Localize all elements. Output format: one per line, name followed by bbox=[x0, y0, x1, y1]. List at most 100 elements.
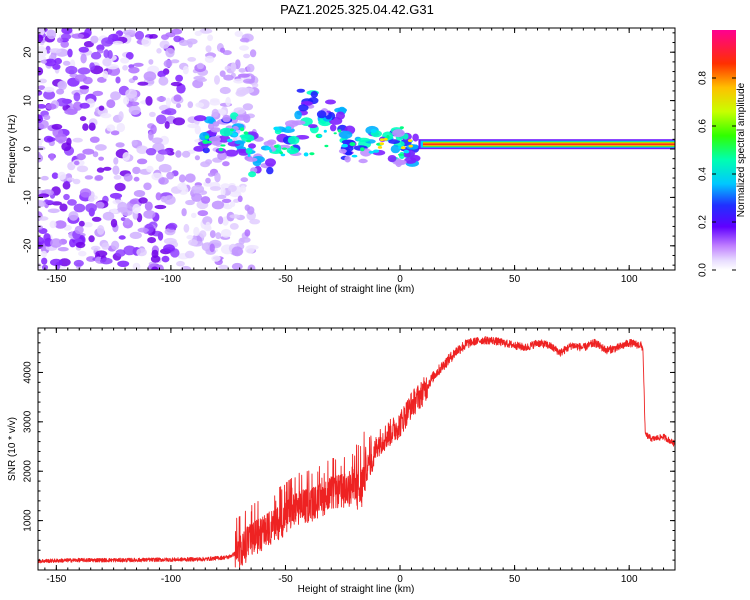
signal-core bbox=[341, 143, 349, 148]
noise-blob bbox=[178, 174, 186, 183]
x-tick-label: 100 bbox=[621, 274, 638, 285]
noise-blob bbox=[165, 97, 171, 108]
noise-blob bbox=[132, 203, 141, 214]
noise-blob bbox=[103, 49, 110, 59]
noise-blob bbox=[157, 149, 171, 155]
x-tick-label: 0 bbox=[397, 574, 403, 585]
noise-blob bbox=[156, 96, 167, 102]
noise-blob bbox=[60, 40, 69, 48]
noise-blob bbox=[38, 153, 44, 163]
noise-blob bbox=[47, 208, 60, 214]
noise-blob bbox=[122, 65, 128, 71]
noise-blob bbox=[161, 110, 172, 115]
noise-blob bbox=[156, 48, 162, 54]
signal-blob bbox=[194, 115, 207, 122]
noise-blob bbox=[100, 113, 112, 119]
signal-peak bbox=[377, 146, 383, 149]
signal-blob bbox=[344, 155, 351, 163]
noise-blob bbox=[143, 71, 157, 82]
noise-blob bbox=[150, 255, 161, 263]
noise-blob bbox=[85, 203, 97, 213]
noise-blob bbox=[110, 218, 118, 228]
noise-blob bbox=[218, 216, 224, 225]
noise-blob bbox=[46, 137, 56, 142]
noise-blob bbox=[229, 223, 239, 230]
noise-blob bbox=[191, 184, 205, 194]
noise-blob bbox=[156, 264, 164, 270]
colorbar-tick-label: 0.4 bbox=[698, 167, 709, 181]
noise-blob bbox=[50, 258, 63, 266]
signal-blob bbox=[330, 124, 337, 132]
noise-blob bbox=[197, 77, 207, 82]
noise-blob bbox=[122, 29, 136, 36]
noise-blob bbox=[149, 111, 156, 117]
signal-core bbox=[349, 142, 356, 147]
noise-blob bbox=[207, 172, 215, 177]
signal-core bbox=[246, 148, 253, 151]
noise-blob bbox=[103, 166, 112, 171]
signal-core bbox=[247, 153, 251, 157]
noise-blob bbox=[50, 238, 63, 248]
noise-blob bbox=[41, 59, 47, 64]
signal-core bbox=[333, 132, 337, 135]
signal-blob bbox=[291, 120, 306, 126]
signal-core bbox=[265, 146, 271, 151]
colorbar-tick-label: 0.8 bbox=[698, 71, 709, 85]
noise-blob bbox=[229, 214, 241, 219]
noise-blob bbox=[223, 74, 234, 81]
noise-blob bbox=[114, 182, 126, 192]
noise-blob bbox=[63, 193, 70, 201]
noise-blob bbox=[191, 212, 197, 219]
signal-peak bbox=[401, 146, 406, 150]
noise-blob bbox=[76, 153, 86, 161]
noise-blob bbox=[158, 177, 169, 185]
signal-core bbox=[337, 129, 342, 133]
x-tick-label: -150 bbox=[46, 574, 66, 585]
noise-blob bbox=[146, 79, 155, 85]
noise-blob bbox=[101, 242, 110, 250]
noise-blob bbox=[117, 260, 130, 267]
noise-blob bbox=[57, 247, 69, 252]
signal-core bbox=[273, 126, 280, 131]
signal-blob bbox=[345, 150, 353, 156]
noise-blob bbox=[240, 177, 249, 183]
noise-blob bbox=[115, 249, 126, 257]
noise-blob bbox=[249, 218, 261, 225]
signal-core bbox=[226, 138, 233, 143]
colorbar: 0.0 0.2 0.4 0.6 0.8 Normalized spectral ampl… bbox=[698, 30, 747, 277]
noise-blob bbox=[136, 158, 148, 165]
snr-line bbox=[38, 336, 675, 568]
signal-core bbox=[243, 131, 249, 135]
noise-blob bbox=[49, 48, 62, 54]
noise-blob bbox=[123, 245, 136, 256]
noise-blob bbox=[188, 239, 198, 246]
noise-blob bbox=[38, 236, 45, 246]
noise-blob bbox=[242, 103, 254, 111]
signal-blob bbox=[388, 139, 400, 145]
noise-blob bbox=[164, 121, 170, 129]
noise-blob bbox=[191, 192, 203, 202]
noise-blob bbox=[147, 237, 157, 244]
noise-blob bbox=[96, 44, 105, 51]
noise-blob bbox=[88, 196, 95, 202]
noise-blob bbox=[230, 62, 237, 72]
noise-blob bbox=[201, 196, 211, 204]
noise-blob bbox=[222, 161, 230, 167]
signal-blob bbox=[296, 88, 305, 93]
signal-blob bbox=[310, 91, 318, 98]
noise-blob bbox=[58, 258, 71, 267]
noise-blob bbox=[137, 81, 149, 86]
x-tick-label: -50 bbox=[278, 574, 293, 585]
spectrogram-ylabel: Frequency (Hz) bbox=[7, 115, 18, 184]
noise-blob bbox=[62, 181, 71, 190]
signal-blob bbox=[208, 136, 221, 143]
noise-blob bbox=[238, 68, 247, 73]
signal-blob bbox=[390, 144, 401, 154]
noise-blob bbox=[38, 114, 44, 124]
noise-blob bbox=[38, 78, 47, 84]
noise-blob bbox=[110, 130, 120, 136]
signal-blob bbox=[387, 155, 397, 163]
noise-blob bbox=[215, 232, 222, 240]
noise-blob bbox=[180, 265, 192, 270]
